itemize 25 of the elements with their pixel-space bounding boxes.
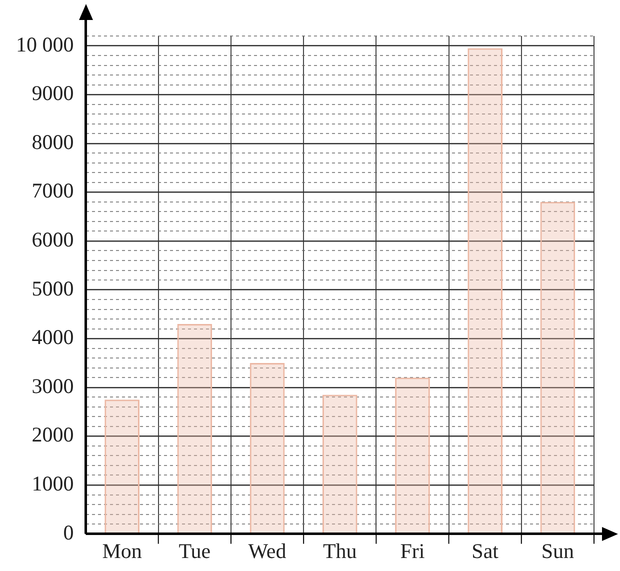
bar	[322, 394, 358, 534]
y-tick-label: 4000	[32, 325, 74, 350]
bar	[250, 362, 285, 534]
x-tick-label: Thu	[322, 538, 358, 563]
bar	[468, 48, 503, 534]
x-tick-label: Wed	[248, 538, 287, 563]
bar	[395, 378, 430, 534]
bar	[104, 400, 140, 534]
y-tick-label: 3000	[32, 374, 74, 398]
y-tick-label: 10 000	[16, 32, 74, 56]
x-tick-label: Tue	[178, 538, 211, 563]
x-tick-label: Sun	[541, 538, 575, 563]
y-tick-label: 5000	[32, 276, 74, 300]
x-tick-label: Fri	[400, 538, 425, 563]
bar	[177, 324, 212, 534]
y-tick-label: 0	[63, 520, 74, 544]
y-tick-label: 2000	[32, 422, 74, 447]
bar	[540, 202, 576, 534]
x-tick-label: Sat	[472, 538, 499, 563]
y-tick-label: 6000	[32, 227, 74, 252]
y-tick-label: 9000	[32, 81, 74, 106]
y-tick-label: 1000	[32, 472, 74, 496]
y-tick-label: 7000	[32, 178, 74, 203]
y-tick-label: 8000	[32, 130, 74, 154]
x-tick-label: Mon	[102, 538, 142, 563]
